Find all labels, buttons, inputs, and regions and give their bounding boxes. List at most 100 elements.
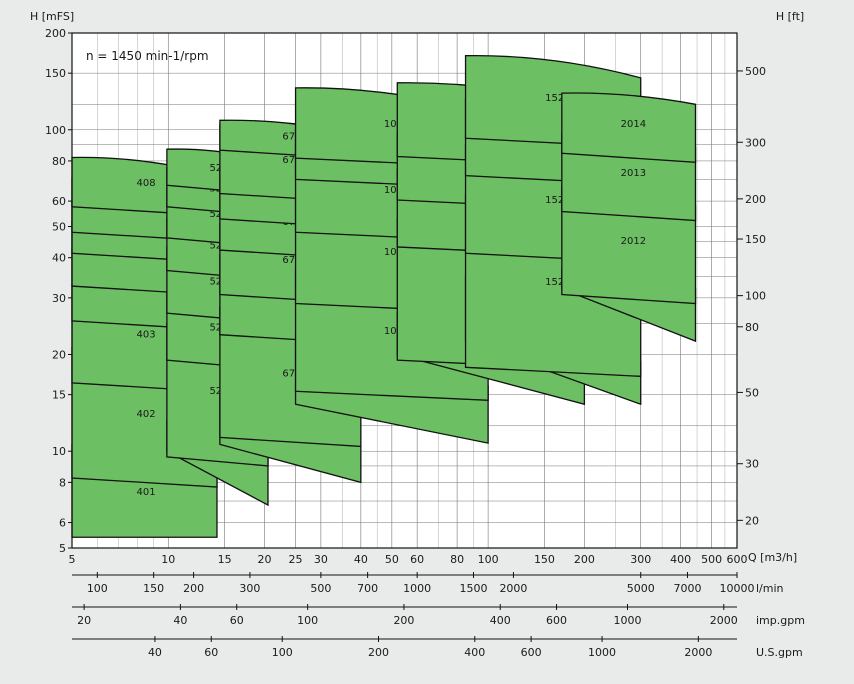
tick-label-x: 40 bbox=[354, 553, 368, 566]
tick-label-y-left: 30 bbox=[52, 292, 66, 305]
tick-label-x: 5 bbox=[69, 553, 76, 566]
secondary-axis-tick-label: 5000 bbox=[627, 582, 655, 595]
tick-label-y-right: 150 bbox=[745, 233, 766, 246]
curve-label-1023: 1023 bbox=[384, 247, 409, 258]
curve-label-677: 677 bbox=[282, 155, 301, 166]
curve-label-1522: 1522 bbox=[545, 277, 570, 288]
curve-label-1525: 1525 bbox=[545, 93, 570, 104]
secondary-axis-tick-label: 400 bbox=[490, 614, 511, 627]
curve-label-523: 523 bbox=[209, 323, 228, 334]
secondary-axis-tick-label: 500 bbox=[310, 582, 331, 595]
curve-label-2014: 2014 bbox=[621, 119, 646, 130]
tick-label-y-left: 40 bbox=[52, 252, 66, 265]
secondary-axis-tick-label: 200 bbox=[368, 646, 389, 659]
secondary-axis-tick-label: 700 bbox=[357, 582, 378, 595]
curve-2014 bbox=[561, 92, 697, 164]
secondary-axis-tick-label: 60 bbox=[204, 646, 218, 659]
tick-label-x: 600 bbox=[727, 553, 748, 566]
secondary-axis-tick-label: 40 bbox=[173, 614, 187, 627]
axis-labels: 5 6 8 10 15 20 30 40 50 60 80 100 150 200 20 30 50 80 100 1… bbox=[30, 10, 805, 659]
curve-label-524: 524 bbox=[209, 276, 228, 287]
secondary-axis-tick-label: 10000 bbox=[719, 582, 754, 595]
tick-label-y-left: 50 bbox=[52, 221, 66, 234]
secondary-axis-tick-label: 7000 bbox=[673, 582, 701, 595]
plot-frame bbox=[71, 32, 738, 549]
tick-label-x: 15 bbox=[218, 553, 232, 566]
tick-label-y-left: 15 bbox=[52, 389, 66, 402]
tick-label-x: 400 bbox=[670, 553, 691, 566]
x-axis-title: Q [m3/h] bbox=[748, 551, 797, 564]
tick-label-y-left: 80 bbox=[52, 155, 66, 168]
curve-label-401: 401 bbox=[136, 487, 155, 498]
tick-label-x: 300 bbox=[630, 553, 651, 566]
secondary-axis-tick-label: 300 bbox=[239, 582, 260, 595]
tick-label-x: 100 bbox=[478, 553, 499, 566]
tick-label-y-left: 5 bbox=[59, 542, 66, 555]
secondary-axis-tick-label: 100 bbox=[87, 582, 108, 595]
tick-label-y-right: 50 bbox=[745, 386, 759, 399]
tick-label-y-left: 100 bbox=[45, 124, 66, 137]
tick-label-y-left: 60 bbox=[52, 195, 66, 208]
curve-label-525: 525 bbox=[209, 240, 228, 251]
tick-label-y-left: 10 bbox=[52, 445, 66, 458]
axes bbox=[68, 32, 743, 642]
secondary-axis-tick-label: 600 bbox=[546, 614, 567, 627]
tick-label-x: 50 bbox=[385, 553, 399, 566]
curve-label-526: 526 bbox=[209, 209, 228, 220]
curve-label-1523: 1523 bbox=[545, 195, 570, 206]
secondary-axis-tick-label: 40 bbox=[148, 646, 162, 659]
curve-label-1024: 1024 bbox=[384, 185, 409, 196]
curve-label-2012: 2012 bbox=[621, 236, 646, 247]
tick-label-y-left: 150 bbox=[45, 67, 66, 80]
secondary-axis-tick-label: 150 bbox=[143, 582, 164, 595]
tick-label-y-right: 300 bbox=[745, 136, 766, 149]
tick-label-x: 30 bbox=[314, 553, 328, 566]
y-axis-title-left: H [mFS] bbox=[30, 10, 74, 23]
tick-label-y-left: 20 bbox=[52, 348, 66, 361]
tick-label-x: 500 bbox=[701, 553, 722, 566]
curve-label-408: 408 bbox=[136, 178, 155, 189]
curve-label-678: 678 bbox=[282, 131, 301, 142]
tick-label-y-left: 6 bbox=[59, 517, 66, 530]
curve-label-1026: 1026 bbox=[384, 119, 409, 130]
secondary-axis-tick-label: 20 bbox=[77, 614, 91, 627]
secondary-axis-unit: l/min bbox=[756, 582, 784, 595]
curve-label-522: 522 bbox=[209, 386, 228, 397]
tick-label-y-left: 200 bbox=[45, 27, 66, 40]
tick-label-y-right: 500 bbox=[745, 65, 766, 78]
secondary-axis-tick-label: 100 bbox=[272, 646, 293, 659]
tick-label-x: 60 bbox=[410, 553, 424, 566]
tick-label-x: 10 bbox=[161, 553, 175, 566]
tick-label-y-right: 200 bbox=[745, 193, 766, 206]
tick-label-y-right: 30 bbox=[745, 458, 759, 471]
tick-label-y-right: 80 bbox=[745, 321, 759, 334]
secondary-axis-tick-label: 600 bbox=[521, 646, 542, 659]
secondary-axis-tick-label: 2000 bbox=[499, 582, 527, 595]
secondary-axis-unit: U.S.gpm bbox=[756, 646, 803, 659]
secondary-axis-tick-label: 200 bbox=[393, 614, 414, 627]
tick-label-x: 200 bbox=[574, 553, 595, 566]
secondary-axis-tick-label: 1000 bbox=[614, 614, 642, 627]
secondary-axis-tick-label: 2000 bbox=[710, 614, 738, 627]
secondary-axis-tick-label: 60 bbox=[230, 614, 244, 627]
curve-label-402: 402 bbox=[136, 409, 155, 420]
pump-curves: 4014024034044054064074085215225235245255… bbox=[71, 54, 697, 538]
tick-label-y-left: 8 bbox=[59, 476, 66, 489]
curve-label-672: 672 bbox=[282, 368, 301, 379]
curve-label-1022: 1022 bbox=[384, 326, 409, 337]
secondary-axis-tick-label: 1000 bbox=[403, 582, 431, 595]
tick-label-x: 25 bbox=[289, 553, 303, 566]
tick-label-x: 20 bbox=[258, 553, 272, 566]
secondary-axis-tick-label: 1500 bbox=[459, 582, 487, 595]
curve-label-2013: 2013 bbox=[621, 168, 646, 179]
curve-label-528: 528 bbox=[209, 163, 228, 174]
secondary-axis-tick-label: 400 bbox=[464, 646, 485, 659]
secondary-axis-tick-label: 1000 bbox=[588, 646, 616, 659]
speed-note: n = 1450 min-1/rpm bbox=[86, 49, 209, 63]
tick-label-y-right: 100 bbox=[745, 290, 766, 303]
y-axis-title-right: H [ft] bbox=[776, 10, 804, 23]
secondary-axis-tick-label: 200 bbox=[183, 582, 204, 595]
tick-label-x: 150 bbox=[534, 553, 555, 566]
curve-label-403: 403 bbox=[136, 330, 155, 341]
